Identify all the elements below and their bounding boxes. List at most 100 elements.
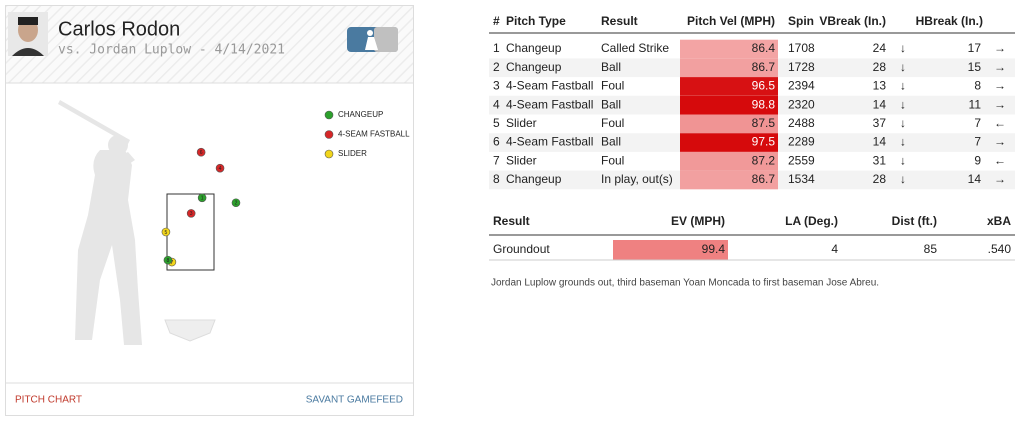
pitch-table: # Pitch Type Result Pitch Vel (MPH) Spin VBre… — [489, 14, 1015, 190]
play-description: Jordan Luplow grounds out, third baseman… — [491, 278, 879, 289]
table-cell: 2 — [493, 60, 500, 74]
column-header: xBA — [987, 214, 1011, 228]
pitch-number: 1 — [201, 196, 204, 202]
table-cell: → — [994, 97, 1006, 111]
table-cell: 86.7 — [752, 172, 776, 186]
table-cell: Foul — [601, 153, 624, 167]
table-cell: Slider — [506, 153, 537, 167]
table-cell: 86.7 — [752, 60, 776, 74]
table-cell: 2289 — [788, 135, 815, 149]
table-cell: 7 — [974, 116, 981, 130]
column-header: # — [493, 14, 500, 28]
table-cell: 14 — [873, 97, 887, 111]
pitch-number: 4 — [219, 166, 222, 172]
table-cell: 13 — [873, 79, 887, 93]
pitch-dot — [196, 147, 206, 157]
column-header: Result — [601, 14, 638, 28]
table-cell: ↓ — [900, 60, 906, 74]
card-header — [6, 6, 413, 83]
gamefeed-link[interactable]: SAVANT GAMEFEED — [306, 395, 403, 406]
table-cell: ↓ — [900, 172, 906, 186]
table-cell: ← — [994, 116, 1006, 130]
result-table: Result EV (MPH) LA (Deg.) Dist (ft.) xBA Grou… — [489, 214, 1015, 261]
legend-label: 4-SEAM FASTBALL — [338, 130, 410, 139]
table-cell: 4-Seam Fastball — [506, 135, 593, 149]
pitch-number: 2 — [235, 201, 238, 207]
table-cell: Changeup — [506, 60, 562, 74]
table-cell: In play, out(s) — [601, 172, 673, 186]
table-cell: 85 — [924, 242, 938, 256]
pitch-dot — [161, 227, 171, 237]
table-cell: 8 — [974, 79, 981, 93]
table-cell: ↓ — [900, 116, 906, 130]
column-header: Dist (ft.) — [892, 214, 937, 228]
table-cell: 1534 — [788, 172, 815, 186]
table-cell: 24 — [873, 41, 887, 55]
column-header: Pitch Vel (MPH) — [687, 14, 775, 28]
table-cell: .540 — [988, 242, 1012, 256]
column-header: HBreak (In.) — [916, 14, 983, 28]
table-cell: 4-Seam Fastball — [506, 79, 593, 93]
column-header: LA (Deg.) — [785, 214, 838, 228]
pitch-plot: 1 2 3 4 5 6 78 — [161, 147, 241, 267]
table-cell: 2559 — [788, 153, 815, 167]
home-plate — [164, 319, 216, 342]
legend: CHANGEUP 4-SEAM FASTBALL SLIDER — [324, 110, 410, 159]
velocity-cell — [680, 77, 778, 96]
pitch-dot — [163, 255, 173, 265]
legend-swatch — [324, 110, 334, 120]
velocity-cell — [680, 133, 778, 152]
table-cell: 28 — [873, 60, 887, 74]
table-cell: 4 — [831, 242, 838, 256]
table-cell: → — [994, 41, 1006, 55]
table-cell: ↓ — [900, 79, 906, 93]
table-cell: Slider — [506, 116, 537, 130]
table-cell: 5 — [493, 116, 500, 130]
table-cell: Foul — [601, 79, 624, 93]
table-cell: 9 — [974, 153, 981, 167]
table-cell: ← — [994, 153, 1006, 167]
column-header: Result — [493, 214, 530, 228]
table-cell: 1708 — [788, 41, 815, 55]
table-cell: Foul — [601, 116, 624, 130]
column-header: Spin — [788, 14, 814, 28]
mlb-logo — [347, 27, 398, 52]
legend-swatch — [324, 149, 334, 159]
table-cell: Ball — [601, 135, 621, 149]
pitch-dot — [186, 209, 196, 218]
table-cell: 7 — [974, 135, 981, 149]
pitch-number: 6 — [200, 150, 203, 156]
table-cell: 3 — [493, 79, 500, 93]
velocity-cell — [680, 58, 778, 78]
table-cell: 7 — [493, 153, 500, 167]
ev-cell — [613, 240, 728, 260]
table-cell: 2320 — [788, 97, 815, 111]
velocity-cell — [680, 151, 778, 171]
table-cell: → — [994, 79, 1006, 93]
pitch-dot — [197, 193, 207, 203]
column-header: EV (MPH) — [671, 214, 725, 228]
table-cell: 4-Seam Fastball — [506, 97, 593, 111]
table-cell: Groundout — [493, 242, 550, 256]
table-cell: 99.4 — [702, 242, 726, 256]
table-cell: 28 — [873, 172, 887, 186]
batter-silhouette — [58, 100, 142, 345]
table-cell: 87.2 — [752, 153, 776, 167]
table-cell: 37 — [873, 116, 887, 130]
table-cell: 87.5 — [752, 116, 776, 130]
velocity-cell — [680, 39, 778, 59]
legend-label: SLIDER — [338, 149, 367, 158]
table-cell: 96.5 — [752, 79, 776, 93]
pitch-dot — [215, 163, 225, 173]
table-cell: 1728 — [788, 60, 815, 74]
velocity-cell — [680, 170, 778, 190]
pitch-chart-link[interactable]: PITCH CHART — [15, 395, 82, 406]
legend-label: CHANGEUP — [338, 110, 383, 119]
pitch-dot — [231, 198, 241, 208]
table-cell: 2488 — [788, 116, 815, 130]
table-cell: 97.5 — [752, 135, 776, 149]
table-cell: 86.4 — [752, 41, 776, 55]
pitch-number: 5 — [165, 230, 168, 236]
avatar — [8, 12, 48, 56]
